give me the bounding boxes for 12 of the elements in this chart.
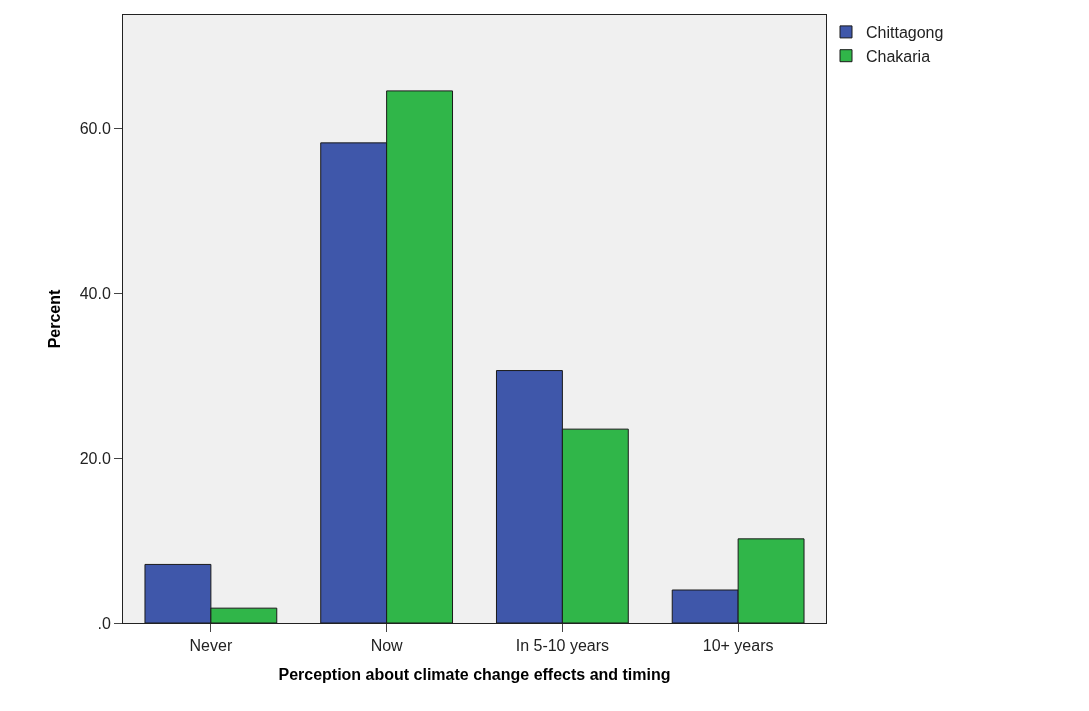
x-tick-label: 10+ years — [702, 637, 774, 655]
y-tick-label: .0 — [97, 614, 111, 632]
y-tick-label: 60.0 — [79, 119, 111, 137]
y-axis-title: Percent — [45, 288, 63, 349]
y-tick-label: 20.0 — [79, 449, 111, 467]
x-axis-title: Perception about climate change effects and timing — [278, 665, 671, 683]
x-tick-label: Never — [189, 637, 233, 655]
y-tick-label: 40.0 — [79, 284, 111, 302]
legend-label: Chittagong — [866, 24, 944, 42]
x-tick-label: In 5-10 years — [515, 637, 610, 655]
legend-label: Chakaria — [866, 47, 931, 65]
x-tick-label: Now — [370, 637, 404, 655]
